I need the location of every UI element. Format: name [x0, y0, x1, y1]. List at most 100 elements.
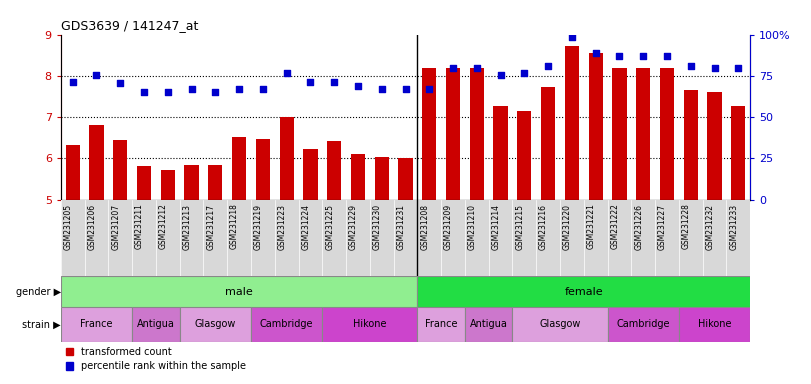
Text: GSM231222: GSM231222	[611, 204, 620, 249]
Text: GSM231226: GSM231226	[634, 204, 643, 250]
Text: GSM231220: GSM231220	[563, 204, 572, 250]
Bar	[418, 276, 762, 307]
Bar	[607, 307, 679, 342]
Point	[304, 79, 317, 85]
Text: GSM231233: GSM231233	[729, 204, 738, 250]
Bar	[61, 276, 418, 307]
Bar	[517, 111, 531, 200]
Text: GDS3639 / 141247_at: GDS3639 / 141247_at	[61, 19, 198, 32]
Point	[375, 86, 388, 92]
Text: GSM231212: GSM231212	[159, 204, 168, 249]
Bar	[232, 137, 247, 200]
Bar	[66, 145, 79, 200]
Point	[351, 83, 364, 89]
Bar	[255, 139, 270, 200]
Point	[660, 53, 673, 59]
Point	[423, 86, 436, 92]
Point	[637, 53, 650, 59]
Text: Hikone: Hikone	[353, 319, 387, 329]
Text: GSM231229: GSM231229	[349, 204, 358, 250]
Legend: transformed count, percentile rank within the sample: transformed count, percentile rank withi…	[66, 347, 247, 371]
Bar	[303, 149, 318, 200]
Text: France: France	[425, 319, 457, 329]
Text: Glasgow: Glasgow	[539, 319, 581, 329]
Bar	[184, 165, 199, 200]
Point	[280, 70, 293, 76]
Point	[565, 33, 578, 40]
Text: Cambridge: Cambridge	[616, 319, 670, 329]
Text: Cambridge: Cambridge	[260, 319, 313, 329]
Text: Glasgow: Glasgow	[195, 319, 236, 329]
Bar	[732, 106, 745, 200]
Bar	[113, 140, 127, 200]
Text: GSM231217: GSM231217	[206, 204, 216, 250]
Text: GSM231230: GSM231230	[373, 204, 382, 250]
Text: GSM231231: GSM231231	[397, 204, 406, 250]
Bar	[679, 307, 750, 342]
Text: GSM231207: GSM231207	[111, 204, 120, 250]
Text: GSM231227: GSM231227	[658, 204, 667, 250]
Bar	[327, 141, 341, 200]
Text: strain ▶: strain ▶	[22, 319, 61, 329]
Bar	[418, 307, 465, 342]
Bar	[132, 307, 180, 342]
Point	[542, 63, 555, 69]
Bar	[513, 307, 607, 342]
Text: GSM231223: GSM231223	[277, 204, 286, 250]
Bar	[564, 46, 579, 200]
Bar	[161, 170, 175, 200]
Point	[328, 79, 341, 85]
Bar	[423, 68, 436, 200]
Bar	[446, 68, 460, 200]
Point	[470, 65, 483, 71]
Text: GSM231213: GSM231213	[182, 204, 191, 250]
Text: GSM231232: GSM231232	[706, 204, 714, 250]
Text: GSM231219: GSM231219	[254, 204, 263, 250]
Bar	[612, 68, 627, 200]
Bar	[660, 68, 674, 200]
Text: GSM231224: GSM231224	[302, 204, 311, 250]
Point	[518, 70, 531, 76]
Point	[613, 53, 626, 59]
Text: GSM231206: GSM231206	[88, 204, 97, 250]
Text: gender ▶: gender ▶	[15, 287, 61, 297]
Point	[233, 86, 246, 92]
Text: GSM231211: GSM231211	[135, 204, 144, 249]
Point	[589, 50, 602, 56]
Bar	[541, 87, 556, 200]
Bar	[707, 91, 722, 200]
Point	[708, 65, 721, 71]
Text: GSM231218: GSM231218	[230, 204, 239, 249]
Point	[67, 79, 79, 85]
Text: GSM231208: GSM231208	[420, 204, 429, 250]
Point	[494, 72, 507, 78]
Bar	[251, 307, 322, 342]
Point	[256, 86, 269, 92]
Bar	[137, 166, 151, 200]
Bar	[89, 125, 104, 200]
Text: GSM231210: GSM231210	[468, 204, 477, 250]
Point	[185, 86, 198, 92]
Point	[732, 65, 744, 71]
Bar	[280, 117, 294, 200]
Text: Antigua: Antigua	[137, 319, 175, 329]
Text: GSM231225: GSM231225	[325, 204, 334, 250]
Text: France: France	[80, 319, 113, 329]
Text: GSM231228: GSM231228	[682, 204, 691, 249]
Point	[138, 88, 151, 94]
Bar	[470, 68, 484, 200]
Point	[209, 88, 222, 94]
Text: GSM231205: GSM231205	[64, 204, 73, 250]
Point	[447, 65, 460, 71]
Point	[399, 86, 412, 92]
Text: GSM231216: GSM231216	[539, 204, 548, 250]
Point	[161, 88, 174, 94]
Bar	[589, 53, 603, 200]
Text: GSM231209: GSM231209	[444, 204, 453, 250]
Bar	[322, 307, 418, 342]
Bar	[375, 157, 388, 200]
Text: GSM231221: GSM231221	[586, 204, 595, 249]
Bar	[208, 166, 222, 200]
Bar	[351, 154, 365, 200]
Text: Antigua: Antigua	[470, 319, 508, 329]
